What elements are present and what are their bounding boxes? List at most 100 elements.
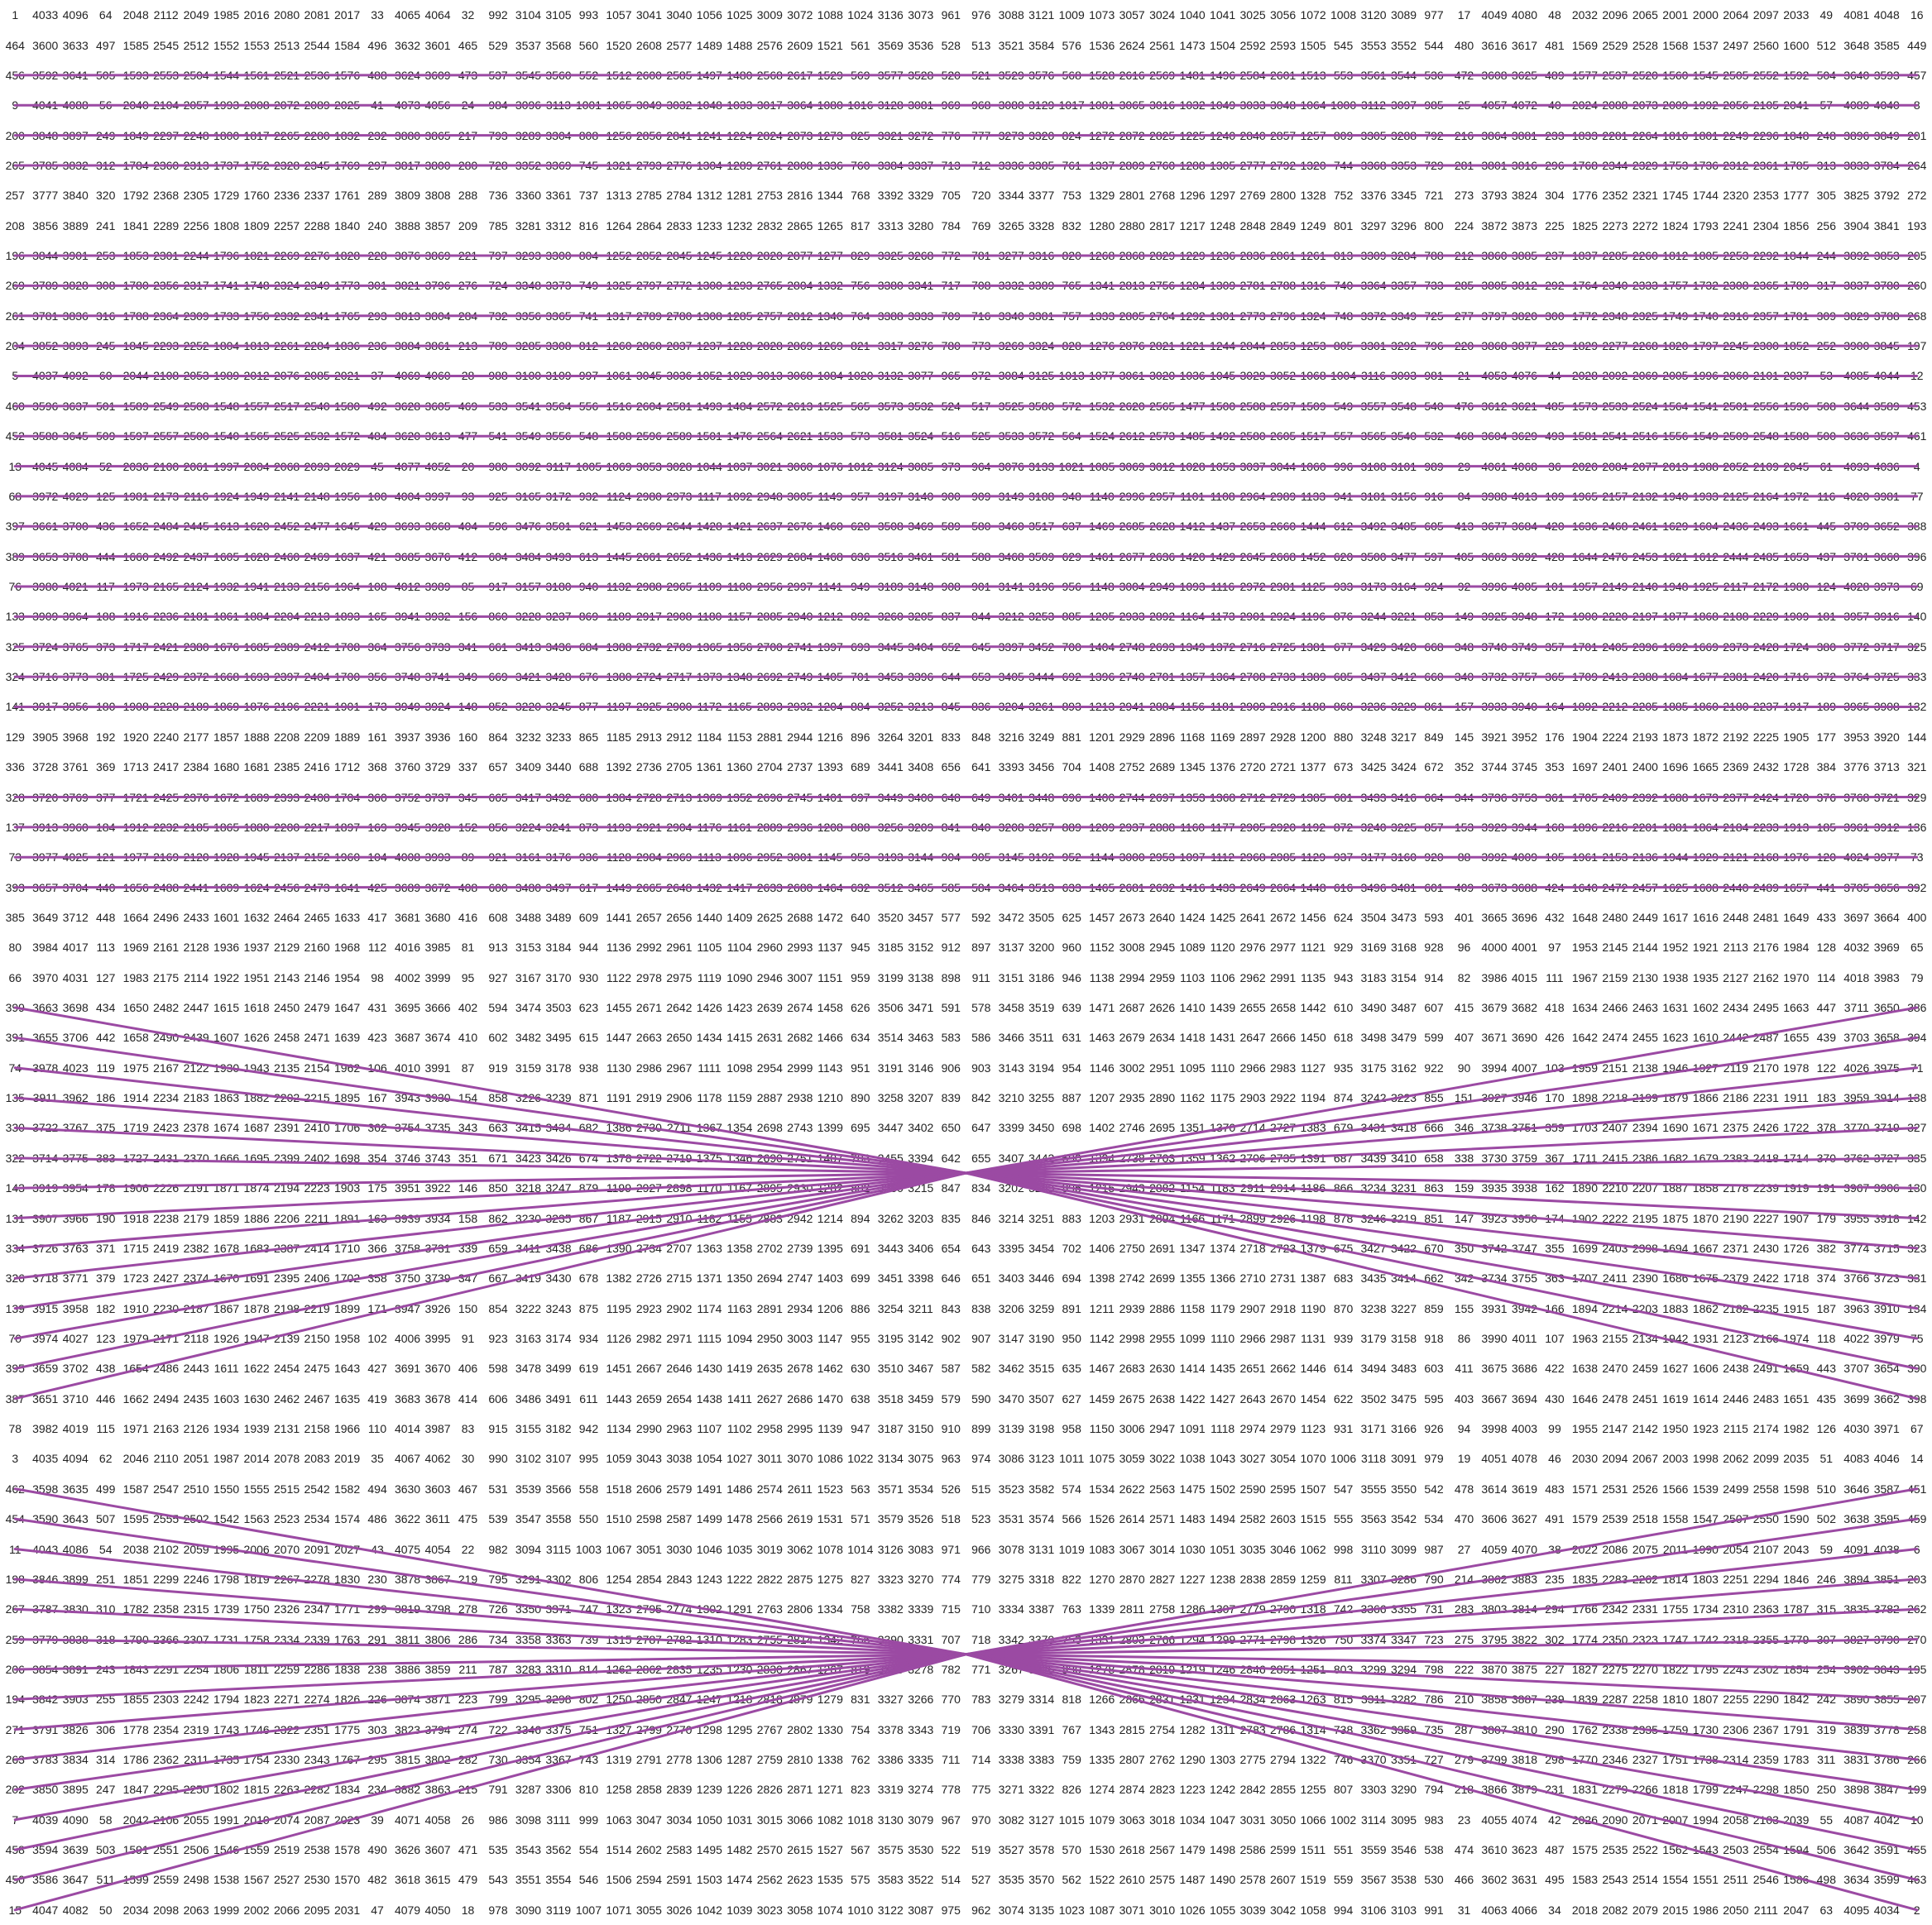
grid-cell: 3696 — [1511, 910, 1538, 924]
grid-row: 194 3842 3903 255 1855 2303 2242 1794 1823 2271 22… — [0, 1684, 1932, 1714]
grid-cell: 980 — [488, 459, 508, 473]
grid-cell: 2999 — [787, 1061, 813, 1075]
grid-row: 265 3785 3832 312 1784 2360 2313 1737 1752 2328 23… — [0, 151, 1932, 180]
grid-cell: 3278 — [908, 1662, 934, 1676]
grid-cell: 2344 — [1602, 158, 1628, 172]
grid-cell: 3438 — [545, 1241, 572, 1255]
grid-cell: 1079 — [1089, 1812, 1115, 1827]
grid-cell: 1386 — [606, 1121, 632, 1135]
grid-cell: 2341 — [304, 309, 330, 323]
grid-cell: 1923 — [1692, 1422, 1719, 1436]
grid-cell: 451 — [1907, 1482, 1927, 1496]
grid-cell: 2415 — [1602, 1151, 1628, 1165]
grid-cell: 411 — [1455, 1362, 1474, 1376]
grid-cell: 3605 — [424, 399, 451, 413]
grid-cell: 107 — [1545, 1331, 1565, 1345]
grid-cell: 2369 — [1723, 760, 1749, 774]
grid-cell: 2240 — [153, 730, 180, 744]
grid-cell: 4054 — [424, 1542, 451, 1556]
grid-cell: 748 — [1333, 309, 1354, 323]
grid-cell: 3201 — [908, 730, 934, 744]
grid-cell: 2360 — [153, 158, 180, 172]
grid-cell: 1252 — [606, 249, 632, 263]
grid-cell: 2400 — [1632, 760, 1658, 774]
grid-cell: 192 — [96, 730, 116, 744]
grid-cell: 617 — [578, 880, 599, 894]
grid-cell: 1186 — [1301, 1181, 1326, 1195]
grid-cell: 2290 — [1752, 1693, 1779, 1707]
grid-cell: 3950 — [1511, 1211, 1538, 1225]
grid-cell: 3638 — [1843, 1512, 1870, 1526]
grid-cell: 511 — [96, 1873, 115, 1887]
grid-cell: 3995 — [424, 1331, 451, 1345]
grid-cell: 3706 — [62, 1031, 89, 1045]
grid-cell: 184 — [96, 820, 116, 834]
grid-cell: 1287 — [726, 1753, 753, 1767]
grid-cell: 1136 — [606, 941, 631, 955]
grid-cell: 2083 — [304, 1452, 330, 1466]
grid-cell: 1097 — [1179, 850, 1206, 864]
grid-cell: 1295 — [726, 1722, 753, 1736]
grid-cell: 2598 — [635, 1512, 662, 1526]
grid-cell: 2565 — [1149, 399, 1176, 413]
grid-cell: 1904 — [1571, 730, 1598, 744]
grid-cell: 286 — [458, 1632, 478, 1646]
grid-cell: 1509 — [1300, 399, 1326, 413]
grid-cell: 1472 — [817, 910, 843, 924]
grid-cell: 1335 — [1089, 1753, 1115, 1767]
grid-cell: 3695 — [394, 1001, 421, 1015]
grid-cell: 2647 — [1239, 1031, 1266, 1045]
grid-cell: 823 — [851, 1783, 870, 1797]
grid-cell: 2476 — [1602, 549, 1628, 563]
grid-cell: 859 — [1424, 1301, 1444, 1315]
grid-cell: 1285 — [726, 309, 753, 323]
grid-cell: 1910 — [122, 1301, 149, 1315]
grid-cell: 2675 — [1119, 1391, 1145, 1405]
grid-cell: 35 — [371, 1452, 384, 1466]
grid-cell: 220 — [1454, 339, 1474, 353]
grid-cell: 3284 — [1390, 249, 1417, 263]
grid-cell: 3357 — [1390, 279, 1417, 293]
grid-cell: 3877 — [1511, 339, 1538, 353]
grid-cell: 2778 — [666, 1753, 693, 1767]
grid-cell: 607 — [1424, 1001, 1444, 1015]
grid-cell: 2844 — [1239, 339, 1266, 353]
grid-cell: 1191 — [606, 1091, 631, 1105]
grid-cell: 3303 — [1360, 1783, 1387, 1797]
grid-cell: 137 — [5, 820, 25, 834]
grid-cell: 2162 — [1752, 970, 1779, 984]
grid-cell: 603 — [1424, 1362, 1444, 1376]
grid-cell: 2863 — [1270, 1693, 1297, 1707]
grid-cell: 2158 — [304, 1422, 330, 1436]
grid-cell: 3122 — [877, 1903, 904, 1917]
grid-cell: 3100 — [515, 369, 542, 383]
grid-cell: 4021 — [62, 580, 89, 593]
grid-cell: 2784 — [666, 189, 693, 203]
grid-cell: 1477 — [1179, 399, 1206, 413]
grid-cell: 3724 — [32, 639, 59, 654]
grid-cell: 3407 — [998, 1151, 1024, 1165]
grid-cell: 1089 — [1179, 941, 1206, 955]
grid-cell: 3870 — [1481, 1662, 1508, 1676]
grid-cell: 3673 — [1481, 880, 1508, 894]
grid-cell: 3252 — [877, 700, 904, 714]
grid-cell: 2686 — [787, 1391, 813, 1405]
grid-cell: 885 — [1062, 610, 1081, 624]
grid-cell: 4000 — [1481, 941, 1508, 955]
grid-cell: 2841 — [666, 128, 693, 142]
grid-cell: 1427 — [1210, 1391, 1236, 1405]
grid-cell: 2712 — [1239, 790, 1266, 804]
grid-cell: 3351 — [1390, 1753, 1417, 1767]
grid-cell: 3595 — [1873, 1512, 1900, 1526]
grid-cell: 179 — [1816, 1211, 1836, 1225]
grid-cell: 2467 — [304, 1391, 330, 1405]
grid-cell: 2657 — [635, 910, 662, 924]
grid-cell: 803 — [1333, 1662, 1354, 1676]
grid-cell: 3771 — [62, 1271, 89, 1286]
grid-cell: 905 — [971, 850, 991, 864]
grid-cell: 3087 — [908, 1903, 934, 1917]
grid-cell: 1813 — [243, 339, 270, 353]
grid-cell: 2430 — [1752, 1241, 1779, 1255]
grid-cell: 4059 — [1481, 1542, 1508, 1556]
